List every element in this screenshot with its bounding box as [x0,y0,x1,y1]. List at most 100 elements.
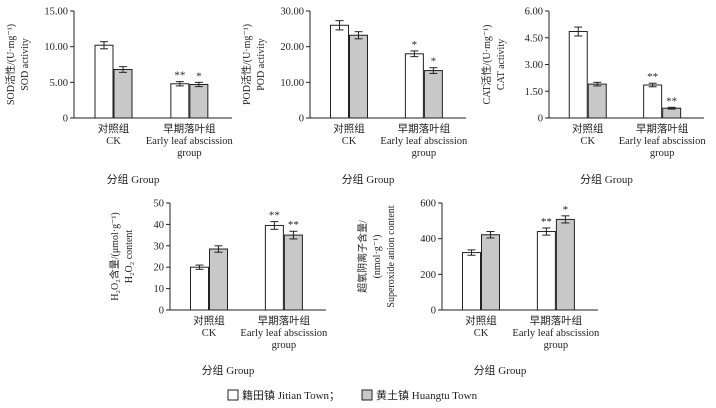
bar [462,252,481,311]
y-axis-label: POD活性/(U·mg⁻¹) [240,24,253,105]
category-label: CK [342,136,357,147]
y-tick-label: 6.00 [525,7,543,18]
significance-mark: * [563,204,569,216]
y-tick-label: 0 [538,114,543,125]
bar [349,34,368,119]
y-axis-label: SOD activity [20,38,31,91]
significance-mark: ** [647,71,658,83]
significance-mark: ** [541,216,552,228]
chart-sod: 0 5.00 10.00 15.00 SOD活性/(U·mg⁻¹) SOD activit… [4,7,234,187]
bar [330,24,349,119]
y-tick-label: 15.00 [44,7,68,18]
y-tick-label: 50 [154,199,165,210]
category-label: CK [580,136,595,147]
category-label: Early leaf abscission [146,136,234,147]
bar [481,234,500,311]
bar [568,31,588,119]
y-axis-label: CAT activity [496,39,507,90]
legend-label-jitian: 籍田镇 Jitian Town； [242,388,340,402]
y-tick-label: 1.50 [525,87,543,98]
y-tick-label: 0 [159,306,164,317]
chart-h2o2: 0 10 20 30 40 50 H₂O₂含量/(μmol·g⁻¹) H₂O₂ content… [108,199,328,378]
category-label: Early leaf abscission [240,328,328,339]
category-label: 早期落叶组 [258,314,311,327]
category-label: 早期落叶组 [530,314,583,327]
x-axis-label: 分组 Group [474,363,527,377]
significance-mark: ** [288,219,299,231]
y-tick-label: 3.00 [525,60,543,71]
y-tick-label: 10.00 [280,78,304,89]
category-label: 对照组 [193,314,225,327]
y-axis-label: H₂O₂含量/(μmol·g⁻¹) [108,212,121,300]
y-tick-label: 600 [420,199,436,210]
legend-swatch-huangtu [361,389,373,401]
y-tick-label: 0 [299,114,304,125]
bar [113,68,133,119]
significance-mark: * [412,39,418,51]
bar [189,83,209,119]
category-label: group [177,148,202,159]
legend: 籍田镇 Jitian Town； 黄土镇 Huangtu Town [227,388,478,402]
category-label: 对照组 [98,122,130,135]
bar [423,70,443,119]
category-label: 早期落叶组 [636,122,689,135]
category-label: Early leaf abscission [512,328,600,339]
bar [555,218,575,311]
x-axis-label: 分组 Group [580,172,633,186]
y-tick-label: 400 [420,234,436,245]
category-label: CK [106,136,121,147]
x-axis-label: 分组 Group [202,363,255,377]
x-axis-label: 分组 Group [107,172,160,186]
chart-cat: 0 1.50 3.00 4.50 6.00 CAT活性/(U·mg⁻¹) CAT activ… [480,7,706,187]
y-tick-label: 200 [420,270,436,281]
legend-label-huangtu: 黄土镇 Huangtu Town [376,388,478,402]
significance-mark: * [196,70,202,82]
category-label: 早期落叶组 [163,122,216,135]
category-label: group [412,148,437,159]
y-tick-label: 5.00 [50,78,68,89]
bar [643,84,663,119]
bar [587,83,607,119]
significance-mark: * [431,56,437,68]
y-axis-label: CAT活性/(U·mg⁻¹) [480,25,493,105]
y-tick-label: 30 [154,241,165,252]
y-tick-label: 10 [154,284,165,295]
y-axis-label: H₂O₂ content [124,230,135,284]
bar [94,44,114,119]
bar [190,266,209,311]
y-tick-label: 20.00 [280,42,304,53]
y-tick-label: 40 [154,220,165,231]
legend-swatch-jitian [227,389,239,401]
bar [283,234,303,311]
category-label: group [272,340,297,351]
bar [170,83,190,119]
y-tick-label: 0 [63,114,68,125]
y-axis-label: POD activity [256,38,267,91]
bar [264,224,284,311]
category-label: CK [202,328,217,339]
category-label: 对照组 [572,122,604,135]
significance-mark: ** [269,210,280,222]
bar [209,248,228,311]
y-axis-label: (nmol·g⁻¹) [372,235,383,279]
y-tick-label: 4.50 [525,33,543,44]
chart-pod: 0 10.00 20.00 30.00 POD活性/(U·mg⁻¹) POD activi… [240,7,468,187]
y-tick-label: 10.00 [44,42,68,53]
significance-mark: ** [666,95,677,107]
category-label: Early leaf abscission [380,136,468,147]
y-axis-label: Superoxide anion content [386,205,397,307]
category-label: group [544,340,569,351]
y-axis-label: SOD活性/(U·mg⁻¹) [4,24,17,105]
category-label: 对照组 [333,122,365,135]
category-label: 早期落叶组 [398,122,451,135]
y-tick-label: 20 [154,263,165,274]
chart-superoxide: 0 200 400 600 超氧阴离子含量/(nmol·g⁻¹) Superoxide a… [356,199,600,378]
category-label: Early leaf abscission [619,136,707,147]
bar [404,53,424,119]
category-label: CK [474,328,489,339]
y-tick-label: 0 [431,306,436,317]
y-tick-label: 30.00 [280,7,304,18]
y-axis-label: 超氧阴离子含量/ [356,220,369,293]
bar [536,231,556,311]
